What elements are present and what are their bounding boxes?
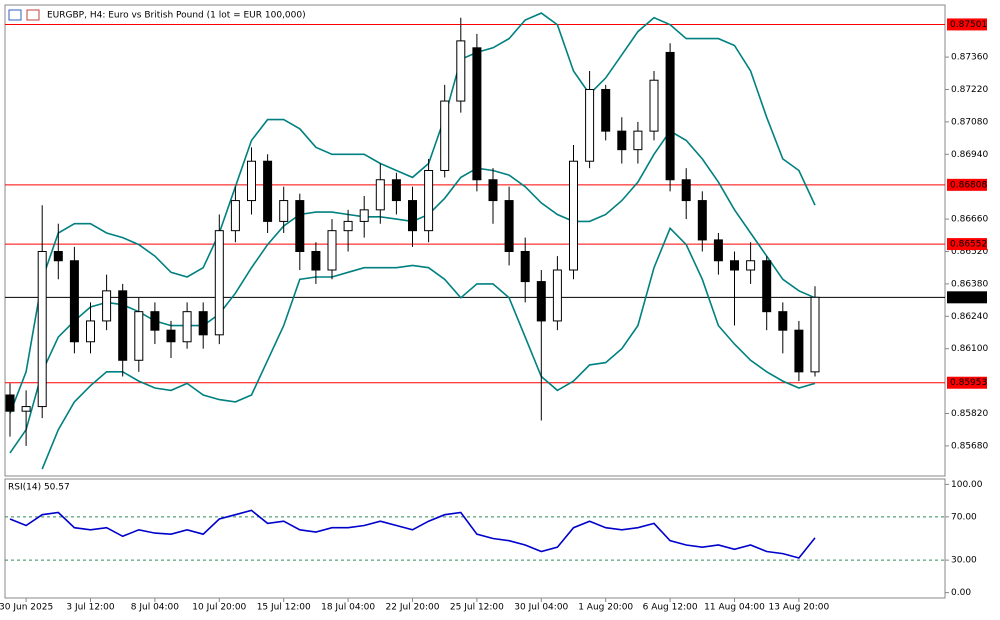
y-tick-label: 0.86660 <box>951 215 988 225</box>
y-tick-label: 0.00 <box>951 588 971 598</box>
level-label: 0.86808 <box>950 180 987 190</box>
y-tick-label: 0.86520 <box>951 247 988 257</box>
candle-body <box>295 200 305 252</box>
x-tick-label: 18 Jul 04:00 <box>321 603 375 613</box>
x-tick-label: 6 Aug 12:00 <box>643 603 698 613</box>
x-tick-label: 3 Jul 12:00 <box>66 603 115 613</box>
level-label: 0.85953 <box>950 378 987 388</box>
last-price-label: 0.86322 <box>950 293 987 303</box>
x-tick-label: 22 Jul 20:00 <box>386 603 440 613</box>
candle-body <box>794 329 804 373</box>
app-icon <box>8 9 40 21</box>
rsi-frame <box>4 478 946 599</box>
candle-body <box>456 40 466 102</box>
candle-body <box>214 230 224 336</box>
y-tick-label: 0.85680 <box>951 441 988 451</box>
chart-title: EURGBP, H4: Euro vs British Pound (1 lot… <box>47 11 306 21</box>
candle-body <box>617 130 627 151</box>
candle-body <box>263 160 273 222</box>
candle-body <box>424 169 434 232</box>
candle-body <box>279 200 289 222</box>
y-tick-label: 0.87360 <box>951 53 988 63</box>
candle-body <box>810 296 820 373</box>
candle-body <box>601 88 611 132</box>
y-tick-label: 0.87080 <box>951 117 988 127</box>
x-tick-label: 13 Aug 20:00 <box>769 603 830 613</box>
y-tick-label: 0.87220 <box>951 85 988 95</box>
band-upper <box>9 12 816 414</box>
candle-body <box>730 260 739 271</box>
candle-body <box>150 311 160 331</box>
candle-body <box>681 179 691 202</box>
candle-body <box>53 250 63 262</box>
candle-body <box>697 200 707 241</box>
candle-body <box>69 260 79 343</box>
candle-body <box>504 200 514 252</box>
candle-body <box>327 230 337 271</box>
x-tick-label: 1 Aug 20:00 <box>578 603 633 613</box>
candle-body <box>552 269 562 322</box>
x-tick-label: 11 Aug 04:00 <box>704 603 765 613</box>
band-middle <box>9 130 816 454</box>
level-label-bg <box>947 376 987 389</box>
candle-body <box>359 209 369 222</box>
candle-body <box>134 311 144 361</box>
y-tick-label: 100.00 <box>951 480 983 490</box>
candle-body <box>37 250 47 408</box>
candle-body <box>118 290 128 361</box>
candle-body <box>746 260 756 271</box>
candle-body <box>5 394 15 412</box>
candle-body <box>762 260 772 313</box>
y-tick-label: 0.86380 <box>951 279 988 289</box>
candle-body <box>488 179 498 202</box>
candle-body <box>633 130 643 151</box>
candle-body <box>311 250 321 271</box>
x-tick-label: 15 Jul 12:00 <box>257 603 311 613</box>
x-tick-label: 8 Jul 04:00 <box>131 603 180 613</box>
level-label-bg <box>947 18 987 31</box>
rsi-line <box>9 509 816 559</box>
y-tick-label: 30.00 <box>951 556 977 566</box>
x-tick-label: 30 Jul 04:00 <box>514 603 568 613</box>
candle-body <box>569 160 578 271</box>
y-tick-label: 0.86240 <box>951 312 988 322</box>
candle-body <box>408 200 417 232</box>
candle-body <box>375 179 385 211</box>
y-tick-label: 0.85820 <box>951 409 988 419</box>
candle-body <box>247 160 256 202</box>
candle-body <box>778 311 788 331</box>
x-tick-label: 10 Jul 20:00 <box>192 603 246 613</box>
candle-body <box>343 220 353 232</box>
band-lower <box>41 226 816 470</box>
y-tick-label: 70.00 <box>951 512 977 522</box>
candle-body <box>520 250 530 283</box>
candle-body <box>86 320 95 343</box>
last-price-bg <box>947 291 987 304</box>
x-tick-label: 30 Jun 2025 <box>0 603 53 613</box>
candle-body <box>713 239 723 262</box>
candle-body <box>230 200 240 232</box>
candle-body <box>198 311 208 336</box>
price-frame <box>4 4 946 477</box>
candle-body <box>21 406 31 412</box>
level-label: 0.86552 <box>950 240 987 250</box>
y-tick-label: 0.86100 <box>951 344 988 354</box>
candle-body <box>440 100 450 171</box>
candle-body <box>391 179 401 202</box>
candle-body <box>102 290 112 322</box>
candle-body <box>182 311 192 343</box>
candle-body <box>536 281 546 322</box>
y-tick-label: 0.86940 <box>951 150 988 160</box>
candle-body <box>649 79 659 132</box>
candle-body <box>472 47 482 181</box>
candle-body <box>665 51 675 181</box>
x-tick-label: 25 Jul 12:00 <box>450 603 504 613</box>
level-label: 0.87501 <box>950 20 987 30</box>
candle-body <box>166 329 176 343</box>
rsi-title: RSI(14) 50.57 <box>8 483 70 493</box>
candle-body <box>585 88 595 162</box>
level-label-bg <box>947 238 987 251</box>
level-label-bg <box>947 178 987 191</box>
